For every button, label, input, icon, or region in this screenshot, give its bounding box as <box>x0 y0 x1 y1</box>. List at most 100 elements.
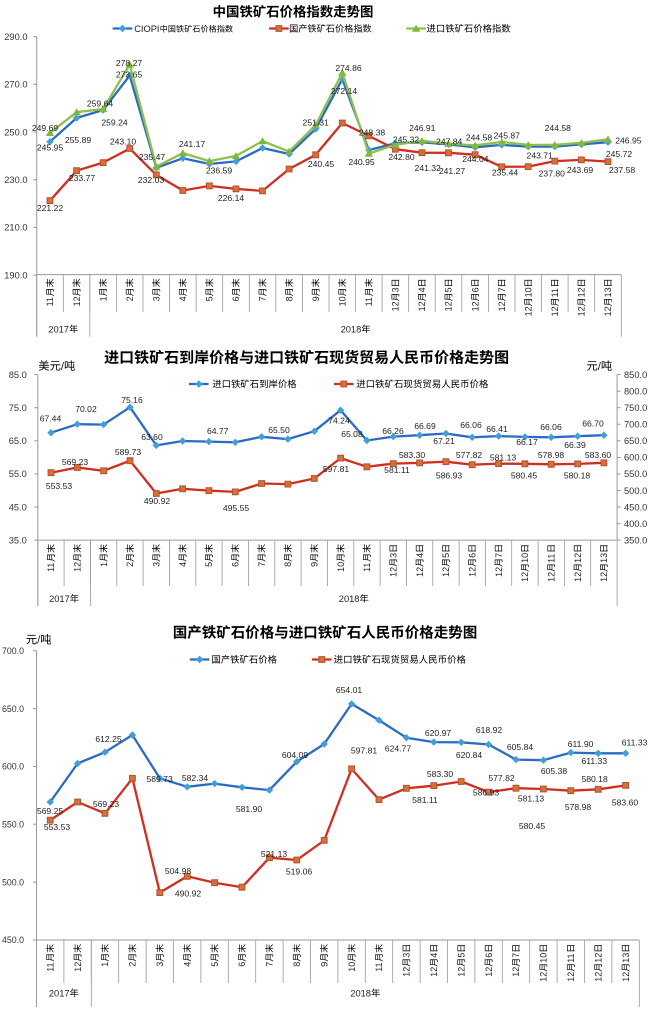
svg-text:75.16: 75.16 <box>121 395 143 405</box>
svg-text:586.93: 586.93 <box>473 788 500 798</box>
svg-text:5: 5 <box>441 553 451 558</box>
svg-text:2018: 2018 <box>350 988 371 998</box>
svg-text:2: 2 <box>128 962 138 967</box>
svg-text:7: 7 <box>497 287 507 292</box>
svg-text:12: 12 <box>520 572 530 582</box>
svg-text:12: 12 <box>391 301 401 311</box>
svg-text:1: 1 <box>100 962 110 967</box>
svg-text:4: 4 <box>182 962 192 967</box>
svg-text:581.11: 581.11 <box>384 465 410 475</box>
svg-text:12: 12 <box>456 967 466 977</box>
svg-text:12: 12 <box>593 953 603 963</box>
svg-text:583.60: 583.60 <box>612 798 639 808</box>
svg-text:245.87: 245.87 <box>494 131 521 141</box>
svg-text:66.17: 66.17 <box>516 437 538 447</box>
svg-text:9: 9 <box>310 562 320 567</box>
svg-text:618.92: 618.92 <box>476 725 503 735</box>
svg-text:10: 10 <box>338 296 348 306</box>
svg-text:11: 11 <box>364 297 374 306</box>
svg-text:70.02: 70.02 <box>75 404 97 414</box>
svg-text:600.0: 600.0 <box>2 762 24 772</box>
svg-text:12: 12 <box>550 306 560 316</box>
svg-text:550.0: 550.0 <box>2 820 24 830</box>
svg-text:2018: 2018 <box>341 324 362 334</box>
svg-text:45.0: 45.0 <box>9 502 27 512</box>
svg-text:290.0: 290.0 <box>4 32 27 42</box>
svg-text:589.73: 589.73 <box>115 447 142 457</box>
svg-text:3: 3 <box>152 562 162 567</box>
svg-text:245.95: 245.95 <box>37 143 64 153</box>
svg-text:8: 8 <box>284 296 294 301</box>
svg-text:11: 11 <box>550 288 560 297</box>
svg-text:241.27: 241.27 <box>439 166 466 176</box>
svg-text:12: 12 <box>415 567 425 577</box>
svg-text:237.58: 237.58 <box>609 165 636 175</box>
svg-text:247.84: 247.84 <box>436 137 463 147</box>
svg-text:12: 12 <box>566 972 576 982</box>
svg-text:10: 10 <box>336 562 346 572</box>
svg-text:12: 12 <box>497 301 507 311</box>
svg-text:67.21: 67.21 <box>433 436 455 446</box>
svg-text:4: 4 <box>178 562 188 567</box>
svg-text:589.73: 589.73 <box>146 774 173 784</box>
svg-text:580.18: 580.18 <box>581 774 608 784</box>
svg-text:605.38: 605.38 <box>541 766 568 776</box>
svg-text:10: 10 <box>520 553 530 563</box>
svg-text:578.98: 578.98 <box>538 450 565 460</box>
svg-text:273.65: 273.65 <box>116 70 143 80</box>
svg-text:577.82: 577.82 <box>488 773 515 783</box>
svg-text:255.89: 255.89 <box>65 135 92 145</box>
svg-text:5: 5 <box>456 953 466 958</box>
svg-text:12: 12 <box>444 301 454 311</box>
svg-text:581.13: 581.13 <box>490 453 517 463</box>
svg-text:553.53: 553.53 <box>44 822 71 832</box>
svg-text:850.0: 850.0 <box>624 370 647 380</box>
svg-text:12: 12 <box>402 967 412 977</box>
svg-text:230.0: 230.0 <box>4 175 27 185</box>
svg-text:12: 12 <box>417 301 427 311</box>
svg-text:8: 8 <box>292 962 302 967</box>
svg-text:240.45: 240.45 <box>308 159 335 169</box>
svg-text:500.0: 500.0 <box>2 877 24 887</box>
svg-text:569.25: 569.25 <box>37 806 64 816</box>
svg-text:246.95: 246.95 <box>615 135 642 145</box>
svg-text:580.45: 580.45 <box>511 471 538 481</box>
svg-text:/: / <box>598 361 602 373</box>
svg-text:13: 13 <box>621 953 631 963</box>
svg-text:64.77: 64.77 <box>207 426 229 436</box>
svg-text:237.80: 237.80 <box>539 168 566 178</box>
svg-text:581.13: 581.13 <box>518 794 545 804</box>
svg-text:700.0: 700.0 <box>2 646 24 656</box>
svg-text:3: 3 <box>391 287 401 292</box>
svg-text:580.18: 580.18 <box>564 471 591 481</box>
svg-text:553.53: 553.53 <box>46 481 73 491</box>
svg-text:5: 5 <box>444 287 454 292</box>
svg-text:6: 6 <box>467 553 477 558</box>
svg-text:12: 12 <box>389 567 399 577</box>
svg-text:578.98: 578.98 <box>565 802 592 812</box>
svg-text:10: 10 <box>347 962 357 972</box>
svg-text:519.06: 519.06 <box>286 867 313 877</box>
svg-text:569.23: 569.23 <box>93 799 120 809</box>
svg-text:550.0: 550.0 <box>624 469 647 479</box>
svg-text:577.82: 577.82 <box>456 450 483 460</box>
svg-text:55.0: 55.0 <box>9 469 27 479</box>
svg-text:624.77: 624.77 <box>385 744 412 754</box>
svg-text:7: 7 <box>265 962 275 967</box>
svg-text:611.33: 611.33 <box>622 738 648 748</box>
svg-text:611.90: 611.90 <box>568 739 594 749</box>
svg-text:580.45: 580.45 <box>519 821 546 831</box>
svg-text:3: 3 <box>152 296 162 301</box>
svg-text:233.77: 233.77 <box>69 173 96 183</box>
svg-text:586.93: 586.93 <box>436 471 463 481</box>
svg-text:251.31: 251.31 <box>303 118 330 128</box>
svg-text:240.95: 240.95 <box>348 157 375 167</box>
svg-text:10: 10 <box>523 287 533 297</box>
svg-text:5: 5 <box>210 962 220 967</box>
svg-text:583.30: 583.30 <box>427 769 454 779</box>
svg-text:2: 2 <box>125 296 135 301</box>
svg-text:597.81: 597.81 <box>323 464 350 474</box>
svg-text:750.0: 750.0 <box>624 403 647 413</box>
svg-text:11: 11 <box>46 563 56 572</box>
svg-text:9: 9 <box>319 962 329 967</box>
